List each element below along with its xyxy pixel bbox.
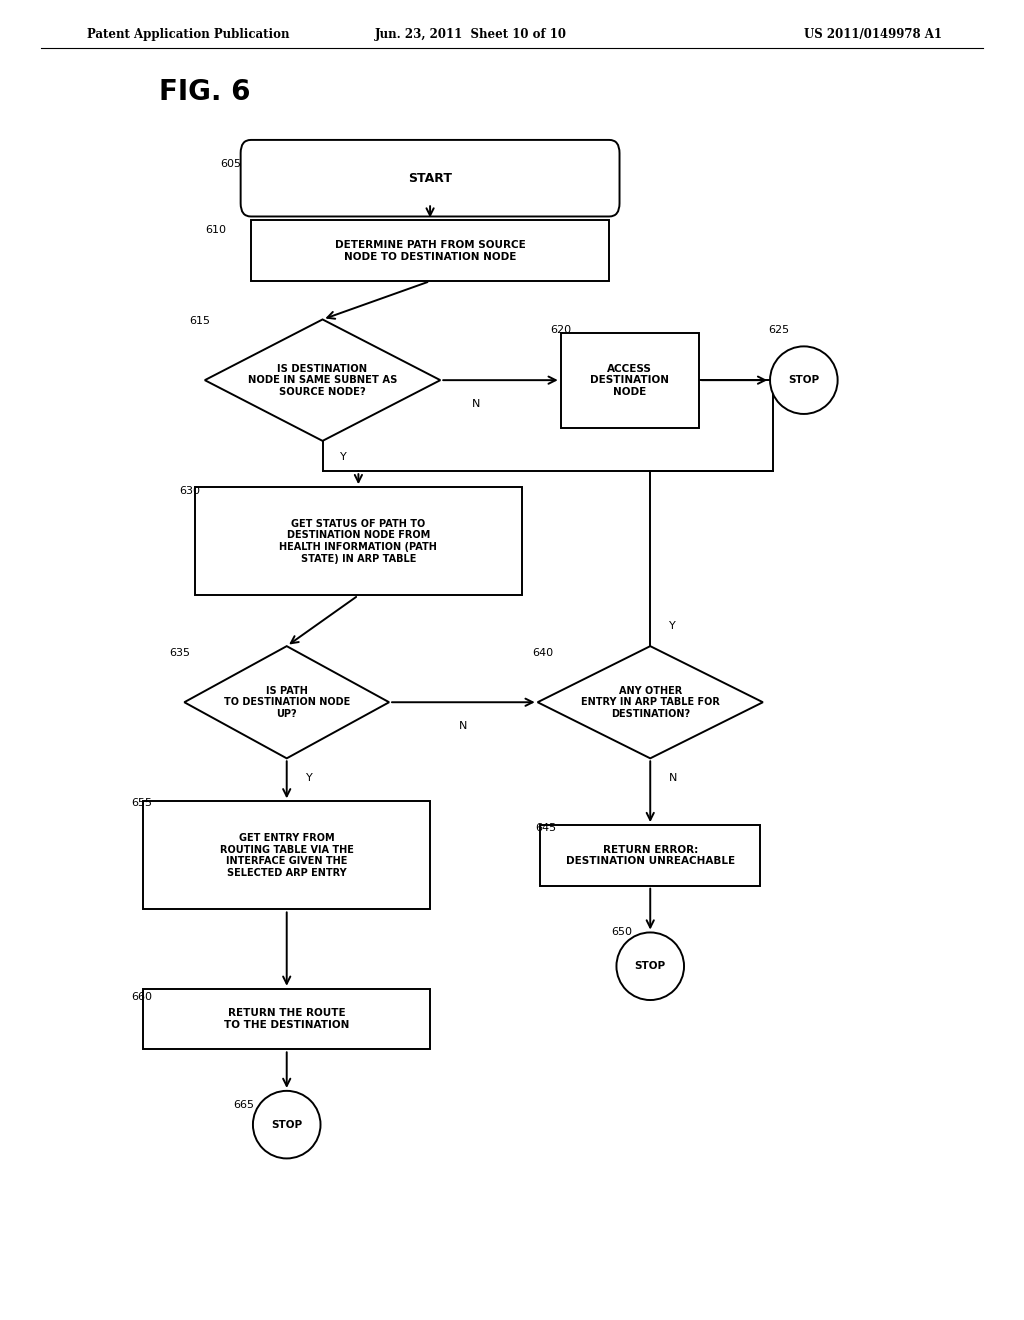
Text: 630: 630 xyxy=(179,486,201,496)
Bar xyxy=(143,989,430,1049)
Bar xyxy=(541,825,760,886)
Text: 605: 605 xyxy=(220,158,242,169)
Text: STOP: STOP xyxy=(271,1119,302,1130)
Text: IS DESTINATION
NODE IN SAME SUBNET AS
SOURCE NODE?: IS DESTINATION NODE IN SAME SUBNET AS SO… xyxy=(248,363,397,397)
Text: 640: 640 xyxy=(532,648,554,659)
Text: 615: 615 xyxy=(189,315,211,326)
Ellipse shape xyxy=(616,932,684,1001)
Text: RETURN ERROR:
DESTINATION UNREACHABLE: RETURN ERROR: DESTINATION UNREACHABLE xyxy=(565,845,735,866)
Text: DETERMINE PATH FROM SOURCE
NODE TO DESTINATION NODE: DETERMINE PATH FROM SOURCE NODE TO DESTI… xyxy=(335,240,525,261)
Bar xyxy=(143,801,430,909)
Text: Y: Y xyxy=(340,451,346,462)
Text: 660: 660 xyxy=(131,991,153,1002)
Polygon shape xyxy=(538,645,763,758)
Text: US 2011/0149978 A1: US 2011/0149978 A1 xyxy=(804,29,942,41)
Text: STOP: STOP xyxy=(788,375,819,385)
Text: STOP: STOP xyxy=(635,961,666,972)
Text: ACCESS
DESTINATION
NODE: ACCESS DESTINATION NODE xyxy=(590,363,670,397)
Text: RETURN THE ROUTE
TO THE DESTINATION: RETURN THE ROUTE TO THE DESTINATION xyxy=(224,1008,349,1030)
Text: Jun. 23, 2011  Sheet 10 of 10: Jun. 23, 2011 Sheet 10 of 10 xyxy=(375,29,567,41)
Text: Y: Y xyxy=(670,622,676,631)
Text: 635: 635 xyxy=(169,648,190,659)
FancyBboxPatch shape xyxy=(241,140,620,216)
Text: N: N xyxy=(459,721,468,731)
Text: 625: 625 xyxy=(768,325,790,335)
Text: 620: 620 xyxy=(550,325,571,335)
Text: N: N xyxy=(472,399,480,409)
Polygon shape xyxy=(184,645,389,758)
Text: N: N xyxy=(669,774,677,783)
Text: 645: 645 xyxy=(536,822,557,833)
Polygon shape xyxy=(205,319,440,441)
Text: GET STATUS OF PATH TO
DESTINATION NODE FROM
HEALTH INFORMATION (PATH
STATE) IN A: GET STATUS OF PATH TO DESTINATION NODE F… xyxy=(280,519,437,564)
Text: 655: 655 xyxy=(131,797,153,808)
Text: GET ENTRY FROM
ROUTING TABLE VIA THE
INTERFACE GIVEN THE
SELECTED ARP ENTRY: GET ENTRY FROM ROUTING TABLE VIA THE INT… xyxy=(220,833,353,878)
Text: FIG. 6: FIG. 6 xyxy=(159,78,250,107)
Text: 610: 610 xyxy=(205,224,226,235)
Text: 650: 650 xyxy=(611,927,633,937)
Ellipse shape xyxy=(253,1090,321,1159)
Text: Y: Y xyxy=(306,774,312,783)
Ellipse shape xyxy=(770,346,838,414)
Text: 665: 665 xyxy=(233,1100,255,1110)
Text: ANY OTHER
ENTRY IN ARP TABLE FOR
DESTINATION?: ANY OTHER ENTRY IN ARP TABLE FOR DESTINA… xyxy=(581,685,720,719)
Text: Patent Application Publication: Patent Application Publication xyxy=(87,29,290,41)
Bar xyxy=(561,333,698,428)
Bar xyxy=(195,487,522,595)
Text: START: START xyxy=(409,172,452,185)
Bar xyxy=(251,220,609,281)
Text: IS PATH
TO DESTINATION NODE
UP?: IS PATH TO DESTINATION NODE UP? xyxy=(223,685,350,719)
